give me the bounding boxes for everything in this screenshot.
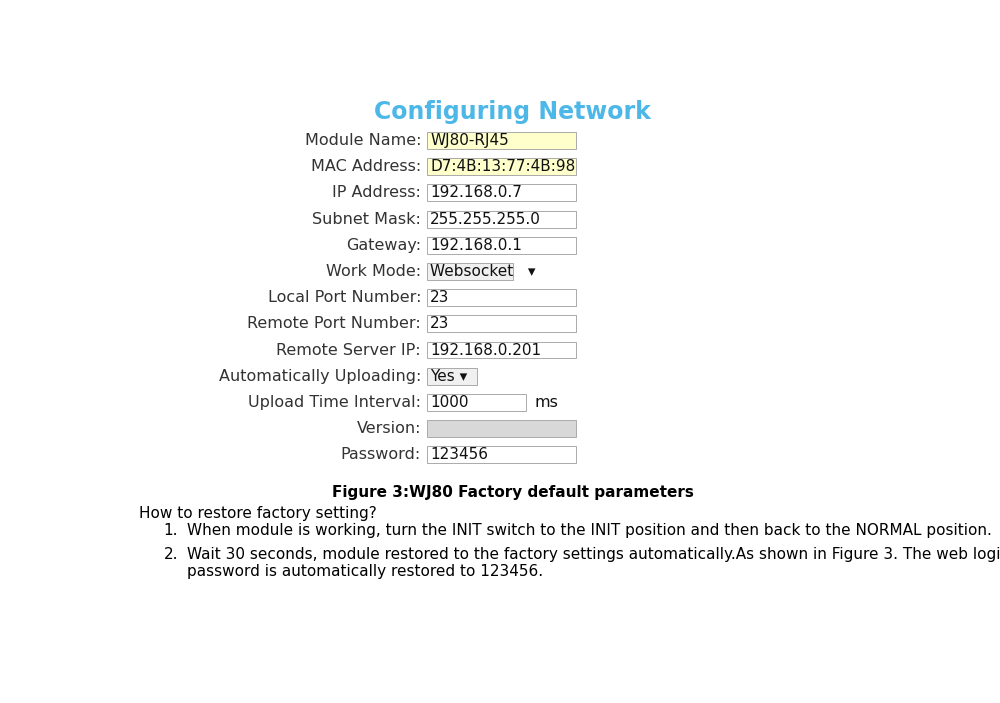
Text: 192.168.0.201: 192.168.0.201: [430, 342, 541, 358]
FancyBboxPatch shape: [427, 184, 576, 201]
Text: Gateway:: Gateway:: [346, 238, 421, 253]
Text: Automatically Uploading:: Automatically Uploading:: [219, 368, 421, 384]
Text: 23: 23: [430, 290, 450, 305]
Text: password is automatically restored to 123456.: password is automatically restored to 12…: [187, 565, 543, 579]
Text: 2.: 2.: [164, 546, 178, 562]
FancyBboxPatch shape: [427, 289, 576, 306]
Text: 23: 23: [430, 316, 450, 331]
Text: Local Port Number:: Local Port Number:: [268, 290, 421, 305]
Text: D7:4B:13:77:4B:98: D7:4B:13:77:4B:98: [430, 160, 576, 174]
FancyBboxPatch shape: [427, 237, 576, 254]
Text: ms: ms: [534, 395, 558, 410]
FancyBboxPatch shape: [427, 316, 576, 333]
FancyBboxPatch shape: [427, 263, 512, 280]
Text: 1000: 1000: [430, 395, 469, 410]
Text: 192.168.0.1: 192.168.0.1: [430, 238, 522, 253]
FancyBboxPatch shape: [427, 446, 576, 463]
Text: 255.255.255.0: 255.255.255.0: [430, 212, 541, 226]
FancyBboxPatch shape: [427, 211, 576, 228]
Text: 1.: 1.: [164, 524, 178, 538]
Text: How to restore factory setting?: How to restore factory setting?: [139, 505, 377, 521]
Text: IP Address:: IP Address:: [332, 186, 421, 200]
Text: Figure 3:WJ80 Factory default parameters: Figure 3:WJ80 Factory default parameters: [332, 485, 693, 500]
Text: WJ80-RJ45: WJ80-RJ45: [430, 133, 509, 148]
FancyBboxPatch shape: [427, 420, 576, 437]
Text: Module Name:: Module Name:: [305, 133, 421, 148]
Text: Upload Time Interval:: Upload Time Interval:: [248, 395, 421, 410]
Text: Wait 30 seconds, module restored to the factory settings automatically.As shown : Wait 30 seconds, module restored to the …: [187, 546, 1000, 562]
Text: Version:: Version:: [357, 421, 421, 436]
FancyBboxPatch shape: [427, 368, 477, 385]
Text: When module is working, turn the INIT switch to the INIT position and then back : When module is working, turn the INIT sw…: [187, 524, 992, 538]
Text: Remote Port Number:: Remote Port Number:: [247, 316, 421, 331]
Text: 192.168.0.7: 192.168.0.7: [430, 186, 522, 200]
Text: Password:: Password:: [341, 447, 421, 463]
FancyBboxPatch shape: [427, 132, 576, 149]
FancyBboxPatch shape: [427, 158, 576, 175]
Text: Work Mode:: Work Mode:: [326, 264, 421, 279]
Text: Configuring Network: Configuring Network: [374, 100, 651, 124]
Text: Subnet Mask:: Subnet Mask:: [312, 212, 421, 226]
FancyBboxPatch shape: [427, 342, 576, 359]
Text: Yes ▾: Yes ▾: [430, 368, 468, 384]
Text: 123456: 123456: [430, 447, 488, 463]
Text: MAC Address:: MAC Address:: [311, 160, 421, 174]
FancyBboxPatch shape: [427, 394, 526, 411]
Text: Websocket   ▾: Websocket ▾: [430, 264, 536, 279]
Text: Remote Server IP:: Remote Server IP:: [276, 342, 421, 358]
